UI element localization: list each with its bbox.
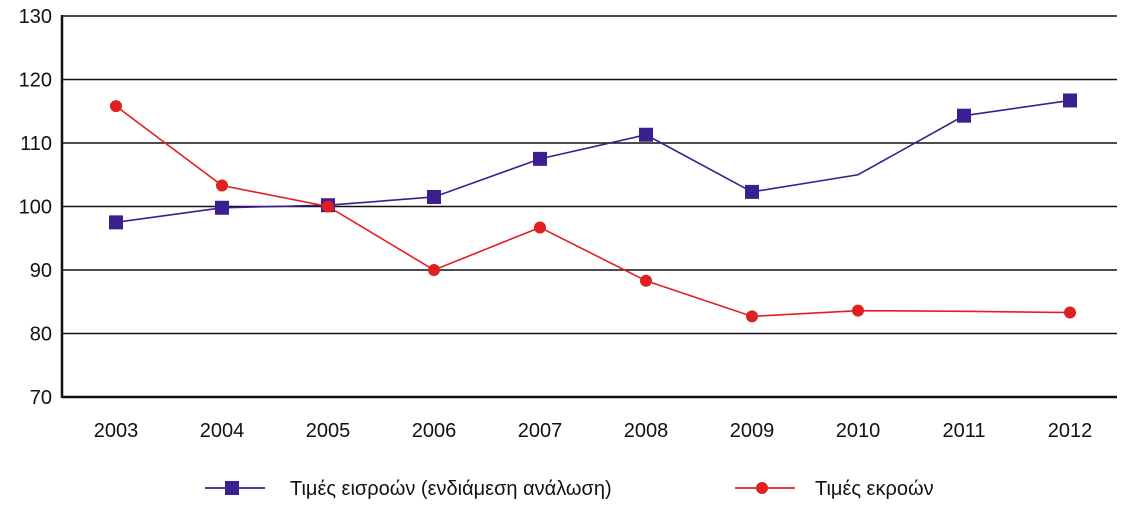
series-1 — [109, 93, 1077, 230]
series-1-point-2006 — [427, 189, 441, 204]
legend-label-2: Τιμές εκροών — [815, 478, 934, 500]
legend-marker-square — [225, 481, 239, 495]
series-2-point-2009 — [746, 310, 758, 323]
x-tick-label-2009: 2009 — [730, 420, 775, 442]
x-tick-label-2003: 2003 — [94, 420, 139, 442]
y-tick-label-100: 100 — [19, 197, 52, 219]
axis-layer: 70 80 90 100 110 120 130 2003 2004 2005 2006 2007 20… — [19, 6, 1117, 442]
grid-layer — [62, 15, 1117, 335]
x-tick-label-2004: 2004 — [200, 420, 245, 442]
series-2-point-2010 — [852, 304, 864, 317]
y-tick-label-90: 90 — [30, 260, 52, 282]
series-1-point-2009 — [745, 184, 759, 199]
x-tick-label-2012: 2012 — [1048, 420, 1093, 442]
x-tick-label-2011: 2011 — [942, 420, 985, 442]
series-1-point-2003 — [109, 215, 123, 230]
legend-item-1: Τιμές εισροών (ενδιάμεση ανάλωση) — [205, 478, 612, 500]
series-1-point-2012 — [1063, 93, 1077, 108]
x-tick-label-2010: 2010 — [836, 420, 881, 442]
legend-item-2: Τιμές εκροών — [735, 478, 934, 500]
y-tick-label-110: 110 — [20, 133, 52, 155]
y-tick-label-130: 130 — [19, 6, 52, 28]
series-2-line — [115, 105, 1071, 318]
legend-label-1: Τιμές εισροών (ενδιάμεση ανάλωση) — [290, 478, 612, 500]
series-2-point-2005 — [322, 200, 334, 213]
series-1-line — [115, 99, 1071, 224]
x-tick-label-2005: 2005 — [306, 420, 351, 442]
y-tick-label-70: 70 — [30, 387, 52, 409]
series-1-point-2007 — [533, 151, 547, 166]
series-2-point-2007 — [534, 221, 546, 234]
series-2-point-2008 — [640, 274, 652, 287]
y-tick-label-120: 120 — [19, 70, 52, 92]
y-tick-label-80: 80 — [30, 324, 52, 346]
x-tick-label-2008: 2008 — [624, 420, 669, 442]
series-2-point-2012 — [1064, 306, 1076, 319]
series-1-point-2004 — [215, 200, 229, 215]
series-layer — [109, 93, 1077, 323]
series-2-point-2006 — [428, 264, 440, 276]
series-1-point-2011 — [957, 108, 971, 123]
x-tick-label-2007: 2007 — [518, 420, 563, 442]
series-2-point-2004 — [216, 179, 228, 192]
series-2-point-2003 — [110, 100, 122, 113]
series-2 — [110, 100, 1076, 323]
x-tick-label-2006: 2006 — [412, 420, 457, 442]
legend: Τιμές εισροών (ενδιάμεση ανάλωση) Τιμές ε… — [205, 478, 934, 500]
series-1-point-2008 — [639, 127, 653, 142]
legend-marker-circle — [756, 482, 768, 494]
